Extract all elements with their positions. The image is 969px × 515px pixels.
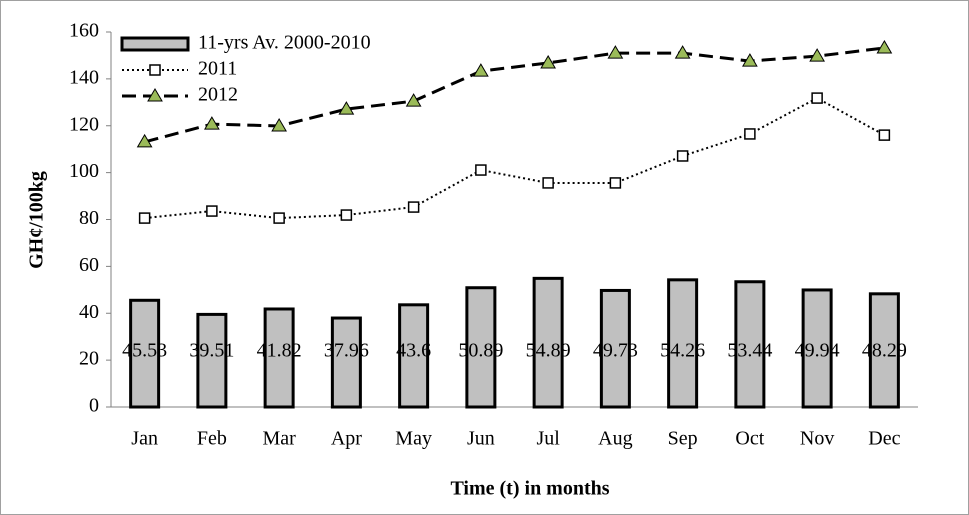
marker: [607, 45, 624, 59]
marker: [540, 54, 556, 69]
marker: [473, 63, 489, 77]
marker: [204, 116, 220, 130]
bar: [734, 280, 766, 409]
y-tick-label: 0: [89, 395, 99, 417]
marker: [676, 150, 689, 162]
legend-label: 2011: [198, 58, 237, 80]
marker: [674, 45, 691, 59]
marker: [809, 48, 825, 62]
marker: [338, 101, 355, 115]
value-label: 45.53: [122, 340, 167, 362]
bar: [465, 286, 497, 409]
value-label: 54.26: [660, 340, 705, 362]
bar: [196, 312, 228, 409]
y-tick-label: 140: [69, 66, 99, 88]
value-label: 54.89: [526, 340, 571, 362]
x-tick-label: Jul: [536, 428, 560, 450]
x-tick-label: Oct: [735, 428, 764, 450]
value-label: 49.94: [795, 340, 840, 362]
marker: [405, 93, 422, 107]
legend-label: 2012: [198, 84, 238, 106]
x-tick-label: Dec: [868, 428, 900, 450]
bar: [868, 292, 900, 409]
line: [144, 96, 885, 220]
bar: [599, 288, 631, 409]
line: [144, 46, 885, 144]
marker: [876, 39, 893, 54]
y-tick-label: 40: [79, 301, 99, 323]
x-tick-label: Feb: [197, 428, 227, 450]
value-label: 48.29: [862, 340, 907, 362]
marker: [273, 212, 285, 224]
marker: [271, 117, 287, 132]
value-label: 37.96: [324, 340, 369, 362]
marker: [609, 177, 622, 189]
value-label: 50.89: [458, 340, 503, 362]
marker: [138, 212, 151, 224]
legend-marker: [147, 88, 163, 102]
x-tick-label: Jan: [131, 428, 158, 450]
y-tick-label: 120: [69, 113, 99, 135]
marker: [136, 133, 153, 148]
y-tick-label: 160: [69, 20, 99, 42]
legend-label: 11-yrs Av. 2000-2010: [198, 32, 371, 54]
marker: [206, 205, 218, 217]
y-tick-label: 60: [79, 254, 99, 276]
bar: [129, 298, 161, 409]
value-label: 39.51: [189, 340, 234, 362]
x-tick-label: May: [395, 428, 432, 450]
value-label: 41.82: [257, 340, 302, 362]
bar: [398, 303, 430, 409]
marker: [744, 128, 756, 140]
x-tick-label: Nov: [800, 428, 834, 450]
marker: [475, 164, 487, 176]
y-axis-label: GH¢/100kg: [26, 171, 48, 269]
x-tick-label: Apr: [331, 428, 362, 450]
marker: [878, 129, 891, 141]
x-tick-label: Jun: [467, 428, 495, 450]
legend-swatch: [120, 36, 190, 52]
value-label: 53.44: [727, 340, 772, 362]
bar: [667, 278, 699, 409]
x-tick-label: Mar: [262, 428, 296, 450]
value-label: 49.73: [593, 340, 638, 362]
y-tick-label: 80: [79, 207, 99, 229]
x-axis-label: Time (t) in months: [450, 478, 609, 500]
bar: [801, 288, 833, 409]
marker: [742, 53, 758, 67]
marker: [542, 177, 554, 189]
x-tick-label: Aug: [598, 428, 632, 450]
bar: [532, 276, 564, 409]
y-tick-label: 100: [69, 160, 99, 182]
y-tick-label: 20: [79, 348, 99, 370]
bar: [263, 307, 295, 409]
marker: [407, 201, 420, 213]
x-tick-label: Sep: [668, 428, 698, 450]
bar: [330, 316, 362, 409]
legend-marker: [149, 64, 161, 76]
value-label: 43.6: [396, 340, 431, 362]
marker: [340, 209, 353, 221]
marker: [811, 92, 823, 104]
